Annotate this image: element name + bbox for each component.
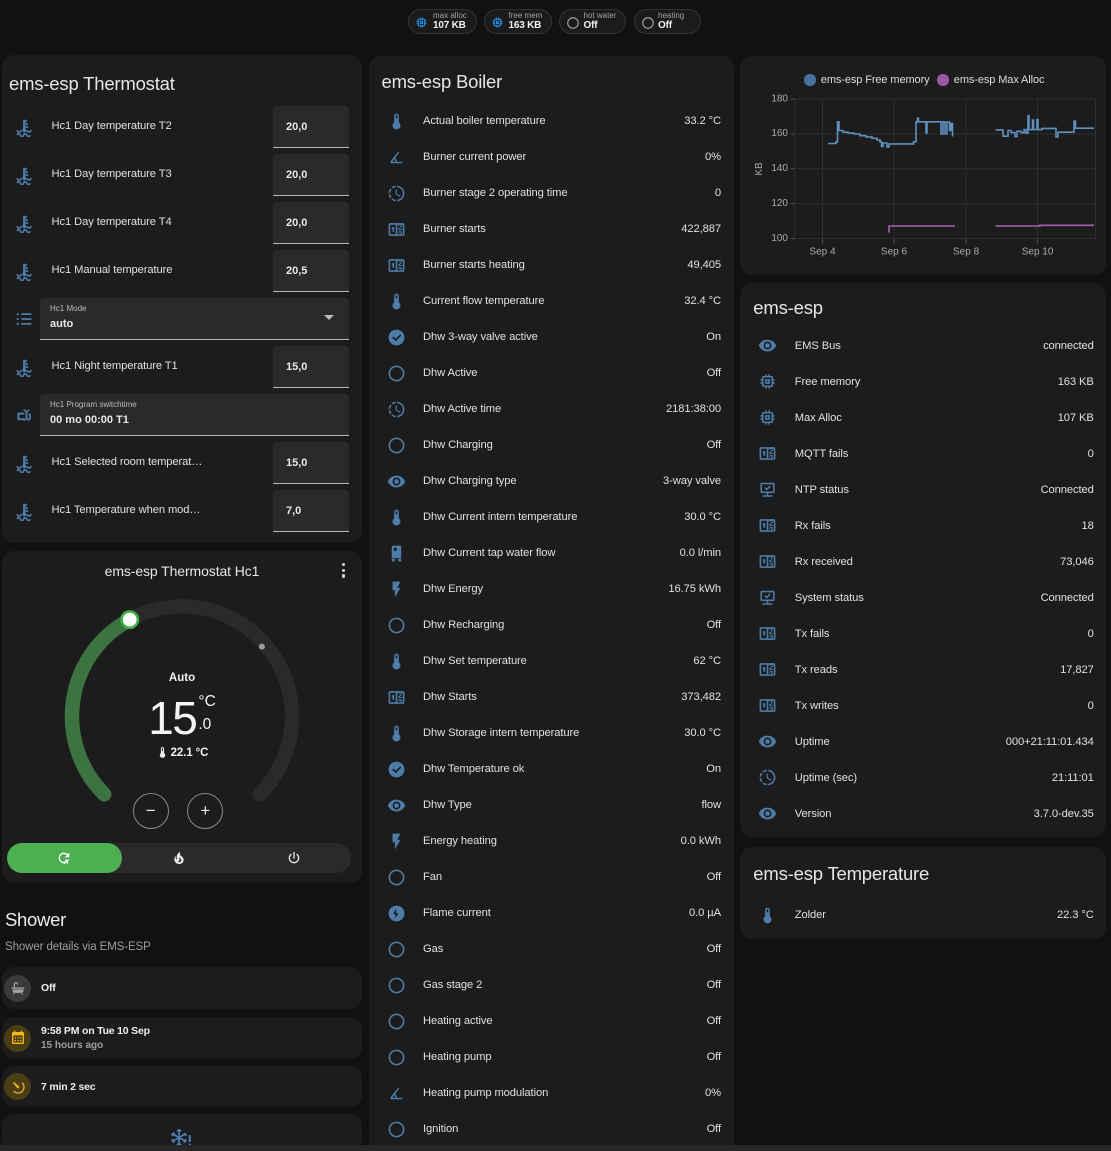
svg-text:KB: KB xyxy=(754,162,765,176)
svg-text:Sep 6: Sep 6 xyxy=(881,247,908,258)
svg-text:100: 100 xyxy=(772,233,789,244)
svg-text:Sep 10: Sep 10 xyxy=(1022,247,1054,258)
svg-text:120: 120 xyxy=(772,198,789,209)
svg-text:A: A xyxy=(64,859,69,866)
svg-text:160: 160 xyxy=(772,128,789,139)
svg-text:140: 140 xyxy=(772,163,789,174)
svg-text:Sep 4: Sep 4 xyxy=(810,247,837,258)
svg-text:180: 180 xyxy=(772,93,789,104)
svg-text:Sep 8: Sep 8 xyxy=(953,247,980,258)
